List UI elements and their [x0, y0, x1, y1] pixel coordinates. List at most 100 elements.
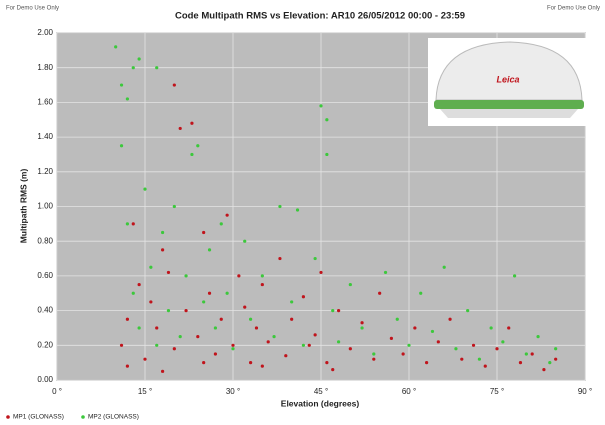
point [460, 357, 464, 361]
point [161, 230, 165, 235]
y-tick-label: 1.60 [37, 98, 53, 107]
point [155, 343, 159, 347]
legend-marker [81, 415, 85, 419]
point [307, 343, 311, 347]
point [202, 300, 206, 304]
point [190, 152, 194, 157]
x-tick-label: 75 ° [490, 387, 504, 396]
antenna-band [434, 100, 584, 109]
y-tick-label: 0.20 [37, 340, 53, 349]
x-tick-label: 45 ° [314, 387, 328, 396]
point [501, 340, 505, 344]
point [172, 204, 176, 209]
point [161, 369, 165, 373]
point [407, 343, 411, 347]
point [131, 222, 135, 226]
point [278, 204, 282, 209]
point [401, 352, 405, 356]
point [190, 121, 194, 125]
point [260, 282, 264, 287]
y-tick-label: 1.80 [37, 63, 53, 72]
point [125, 222, 129, 226]
antenna-base [440, 109, 578, 118]
point [313, 256, 317, 261]
point [231, 343, 235, 347]
point [243, 239, 247, 243]
chart-title: Code Multipath RMS vs Elevation: AR10 26… [175, 11, 465, 22]
point [419, 291, 423, 295]
x-tick-label: 0 ° [52, 387, 62, 396]
point [119, 144, 124, 148]
legend-label: MP2 (GLONASS) [88, 414, 139, 421]
point [331, 309, 335, 313]
point [425, 361, 429, 365]
point [207, 248, 212, 252]
point [477, 357, 481, 361]
point [554, 357, 558, 361]
point [389, 336, 393, 340]
point [119, 343, 124, 347]
point [530, 352, 534, 356]
point [471, 343, 476, 347]
point [319, 104, 323, 108]
point [301, 295, 305, 299]
point [554, 347, 558, 351]
point [184, 274, 188, 278]
legend-marker [6, 415, 10, 419]
point [518, 361, 523, 365]
antenna-image: Leica [428, 38, 588, 126]
y-tick-label: 1.00 [37, 202, 53, 211]
point [372, 352, 376, 356]
point [331, 367, 335, 372]
point [448, 317, 452, 321]
annotation: For Demo Use Only [547, 6, 600, 12]
point [143, 187, 147, 191]
point [454, 347, 458, 351]
point [513, 274, 517, 278]
x-tick-label: 30 ° [226, 387, 240, 396]
point [125, 97, 129, 101]
point [225, 291, 229, 295]
point [178, 335, 182, 339]
point [383, 270, 388, 275]
point [295, 208, 300, 212]
point [196, 335, 200, 339]
point [243, 305, 247, 309]
point [542, 367, 546, 372]
point [436, 340, 440, 344]
point [360, 326, 364, 330]
point [166, 270, 171, 275]
point [178, 126, 182, 131]
point [430, 329, 435, 334]
point [166, 309, 171, 313]
point [219, 317, 223, 321]
point [149, 265, 153, 269]
y-tick-label: 1.40 [37, 132, 53, 141]
point [172, 347, 176, 351]
point [278, 256, 282, 261]
point [337, 340, 341, 344]
x-tick-label: 15 ° [138, 387, 152, 396]
point [378, 291, 382, 295]
point [524, 352, 528, 356]
point [249, 317, 253, 321]
point [260, 364, 264, 368]
point [348, 347, 352, 351]
y-tick-label: 2.00 [37, 28, 53, 37]
point [196, 144, 200, 148]
point [249, 361, 253, 365]
point [202, 230, 206, 235]
point [143, 357, 147, 361]
y-tick-label: 0.80 [37, 236, 53, 245]
point [548, 361, 552, 365]
point [125, 364, 129, 368]
x-tick-label: 60 ° [402, 387, 416, 396]
point [266, 340, 270, 344]
point [231, 347, 235, 351]
point [119, 83, 124, 87]
point [337, 309, 341, 313]
point [202, 361, 206, 365]
point [325, 361, 329, 365]
point [137, 282, 141, 287]
